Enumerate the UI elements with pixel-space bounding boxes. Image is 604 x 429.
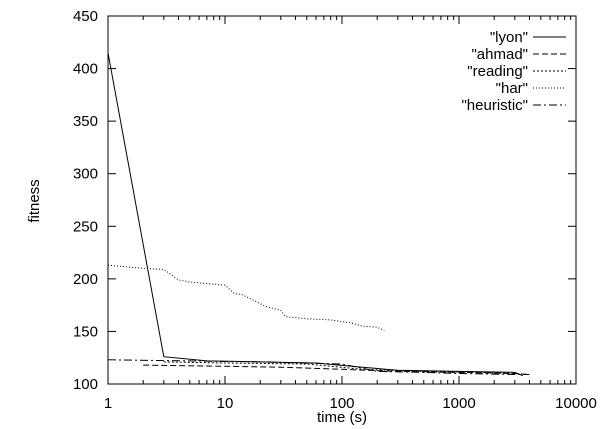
series-line [107,359,530,375]
y-tick-label: 200 [73,271,98,288]
legend-label: "har" [496,80,528,97]
y-tick-label: 150 [73,323,98,340]
series-line [107,52,523,377]
y-axis-label: fitness [26,179,43,222]
series-lines [107,52,530,377]
x-tick-label: 10000 [555,395,597,412]
legend-label: "heuristic" [461,97,528,114]
y-tick-label: 350 [73,113,98,130]
series-line [107,264,385,331]
series-line [163,361,515,374]
legend: "lyon""ahmad""reading""har""heuristic" [461,29,566,114]
legend-label: "ahmad" [471,46,528,63]
x-tick-label: 100 [329,395,354,412]
y-axis-ticks: 100 150 200 250 300 350 400 450 [73,8,576,393]
x-axis-ticks: 1 10 100 1000 10000 [104,16,597,412]
y-tick-label: 300 [73,166,98,183]
y-tick-label: 450 [73,8,98,25]
y-tick-label: 400 [73,61,98,78]
legend-label: "lyon" [490,29,528,46]
y-tick-label: 100 [73,376,98,393]
legend-label: "reading" [467,63,528,80]
x-tick-label: 1000 [442,395,475,412]
x-axis-label: time (s) [317,409,367,426]
x-tick-label: 1 [104,395,112,412]
y-tick-label: 250 [73,218,98,235]
x-tick-label: 10 [217,395,234,412]
